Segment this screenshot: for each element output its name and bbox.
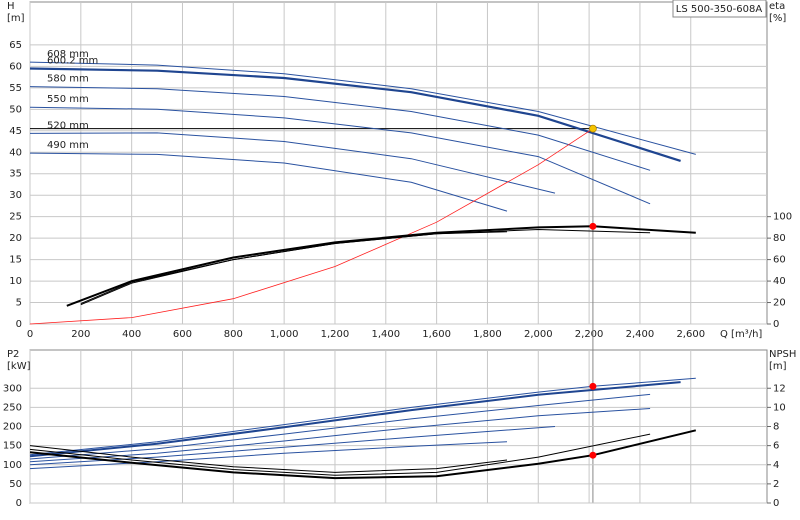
curve [29,408,651,463]
y-axis-label: P2 [7,349,19,360]
y2-axis-label: eta [769,1,785,12]
y-tick-label: 0 [16,498,22,509]
y-tick-label: 100 [3,460,22,471]
y-tick-label: 55 [9,83,22,94]
y-tick-label: 25 [9,212,22,223]
x-tick-label: 1,600 [422,329,451,340]
x-axis-label: Q [m³/h] [720,329,762,340]
y-tick-label: 0 [16,319,22,330]
y-tick-label: 50 [9,479,22,490]
y2-tick-label: 100 [773,212,792,223]
curve [29,128,594,325]
y2-tick-label: 0 [773,498,779,509]
curve-label: 608 mm [47,49,89,60]
y-tick-label: 200 [3,422,22,433]
y-tick-label: 35 [9,169,22,180]
y-tick-label: 65 [9,40,22,51]
x-tick-label: 200 [71,329,90,340]
curve-label: 580 mm [47,74,89,85]
y-tick-label: 250 [3,402,22,413]
curve [29,67,681,162]
y2-tick-label: 12 [773,383,786,394]
x-tick-label: 1,000 [270,329,299,340]
x-tick-label: 1,400 [371,329,400,340]
y2-axis-label: [m] [769,361,787,372]
y-tick-label: 50 [9,104,22,115]
y2-tick-label: 4 [773,460,779,471]
y-tick-label: 10 [9,276,22,287]
x-tick-label: 0 [27,329,33,340]
y2-axis-label: [%] [769,13,786,24]
curve [66,225,696,307]
x-tick-label: 1,800 [473,329,502,340]
curve-label: 490 mm [47,140,89,151]
y-tick-label: 30 [9,190,22,201]
plot-frame [29,1,768,325]
y2-tick-label: 20 [773,298,786,309]
y2-tick-label: 8 [773,422,779,433]
chart-title: LS 500-350-608A [676,4,763,15]
curve-label: 550 mm [47,94,89,105]
y-tick-label: 5 [16,298,22,309]
x-tick-label: 2,600 [676,329,705,340]
curve [29,429,697,480]
duty-point [589,451,597,459]
y-tick-label: 150 [3,441,22,452]
y-axis-label: [m] [7,13,25,24]
curve [29,106,651,205]
x-tick-label: 2,000 [524,329,553,340]
x-tick-label: 1,200 [321,329,350,340]
y-tick-label: 300 [3,383,22,394]
y2-axis-label: NPSH [769,349,796,360]
x-tick-label: 600 [173,329,192,340]
curve [29,393,651,460]
y2-tick-label: 6 [773,441,779,452]
y2-tick-label: 80 [773,233,786,244]
y2-tick-label: 60 [773,255,786,266]
duty-point [589,124,597,133]
curve [29,426,556,466]
x-tick-label: 800 [224,329,243,340]
curve [80,231,508,305]
duty-point [589,382,597,390]
y-tick-label: 60 [9,61,22,72]
curve [29,86,651,171]
curve [29,433,651,476]
y2-tick-label: 0 [773,319,779,330]
y-tick-label: 45 [9,126,22,137]
curve [29,381,681,458]
y2-tick-label: 10 [773,402,786,413]
y2-tick-label: 40 [773,276,786,287]
x-tick-label: 2,200 [575,329,604,340]
y-tick-label: 20 [9,233,22,244]
y-tick-label: 15 [9,255,22,266]
curve [29,152,508,212]
y-axis-label: [kW] [7,361,31,372]
duty-point [589,222,597,230]
x-tick-label: 2,400 [626,329,655,340]
curve-label: 600.2 mm [47,56,98,67]
x-tick-label: 400 [122,329,141,340]
curve [29,441,508,470]
title-box [672,0,767,18]
curve [29,132,556,194]
y-tick-label: 40 [9,147,22,158]
y-axis-label: H [7,1,15,12]
y2-tick-label: 2 [773,479,779,490]
curve [29,61,696,155]
curve-label: 520 mm [47,120,89,131]
curve [29,445,508,473]
